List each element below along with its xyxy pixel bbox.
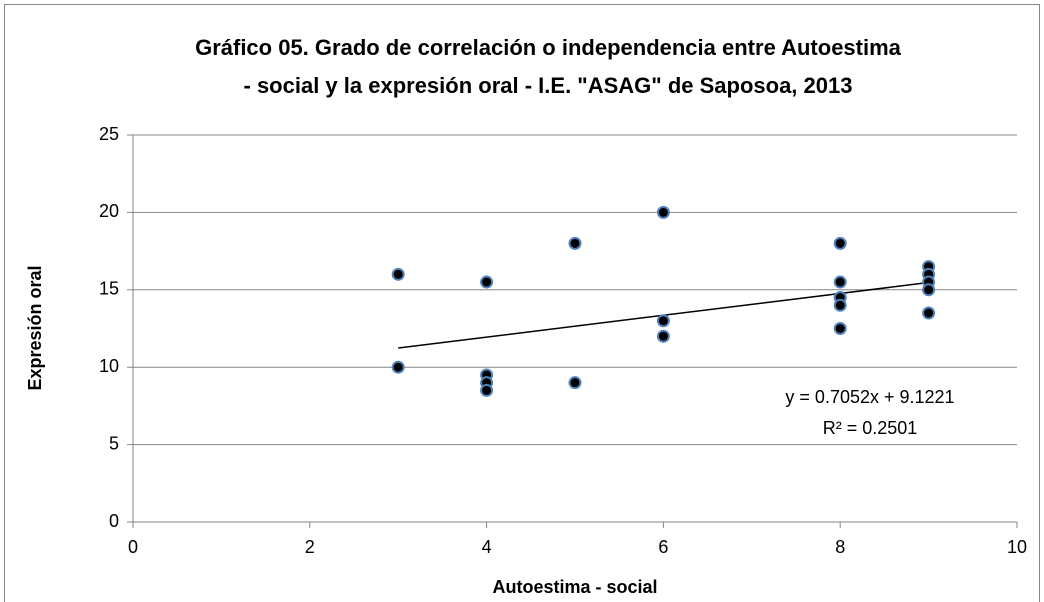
chart-title: - social y la expresión oral - I.E. "ASA… xyxy=(244,73,853,98)
x-tick-label: 10 xyxy=(1007,537,1027,557)
point xyxy=(833,275,847,289)
chart-border xyxy=(4,4,1040,602)
point xyxy=(656,329,670,343)
point xyxy=(568,236,582,250)
point xyxy=(833,298,847,312)
x-axis-label: Autoestima - social xyxy=(492,577,657,597)
y-tick-label: 20 xyxy=(99,201,119,221)
chart-title: Gráfico 05. Grado de correlación o indep… xyxy=(195,35,902,60)
x-tick-label: 0 xyxy=(128,537,138,557)
point xyxy=(833,322,847,335)
y-axis-label: Expresión oral xyxy=(25,265,45,390)
point xyxy=(656,314,670,328)
point xyxy=(391,267,405,281)
point xyxy=(568,376,582,390)
x-tick-label: 6 xyxy=(658,537,668,557)
y-tick-label: 25 xyxy=(99,124,119,144)
point xyxy=(480,275,494,289)
x-tick-label: 4 xyxy=(482,537,492,557)
point xyxy=(656,205,670,219)
trendline-r2: R² = 0.2501 xyxy=(823,418,918,438)
point xyxy=(480,383,494,397)
trendline-equation: y = 0.7052x + 9.1221 xyxy=(785,387,954,407)
x-tick-label: 8 xyxy=(835,537,845,557)
y-tick-label: 0 xyxy=(109,511,119,531)
point xyxy=(922,283,936,297)
y-tick-label: 5 xyxy=(109,433,119,453)
x-tick-label: 2 xyxy=(305,537,315,557)
point xyxy=(833,236,847,250)
point xyxy=(922,306,936,320)
y-tick-label: 15 xyxy=(99,279,119,299)
y-tick-label: 10 xyxy=(99,356,119,376)
point xyxy=(391,360,405,374)
